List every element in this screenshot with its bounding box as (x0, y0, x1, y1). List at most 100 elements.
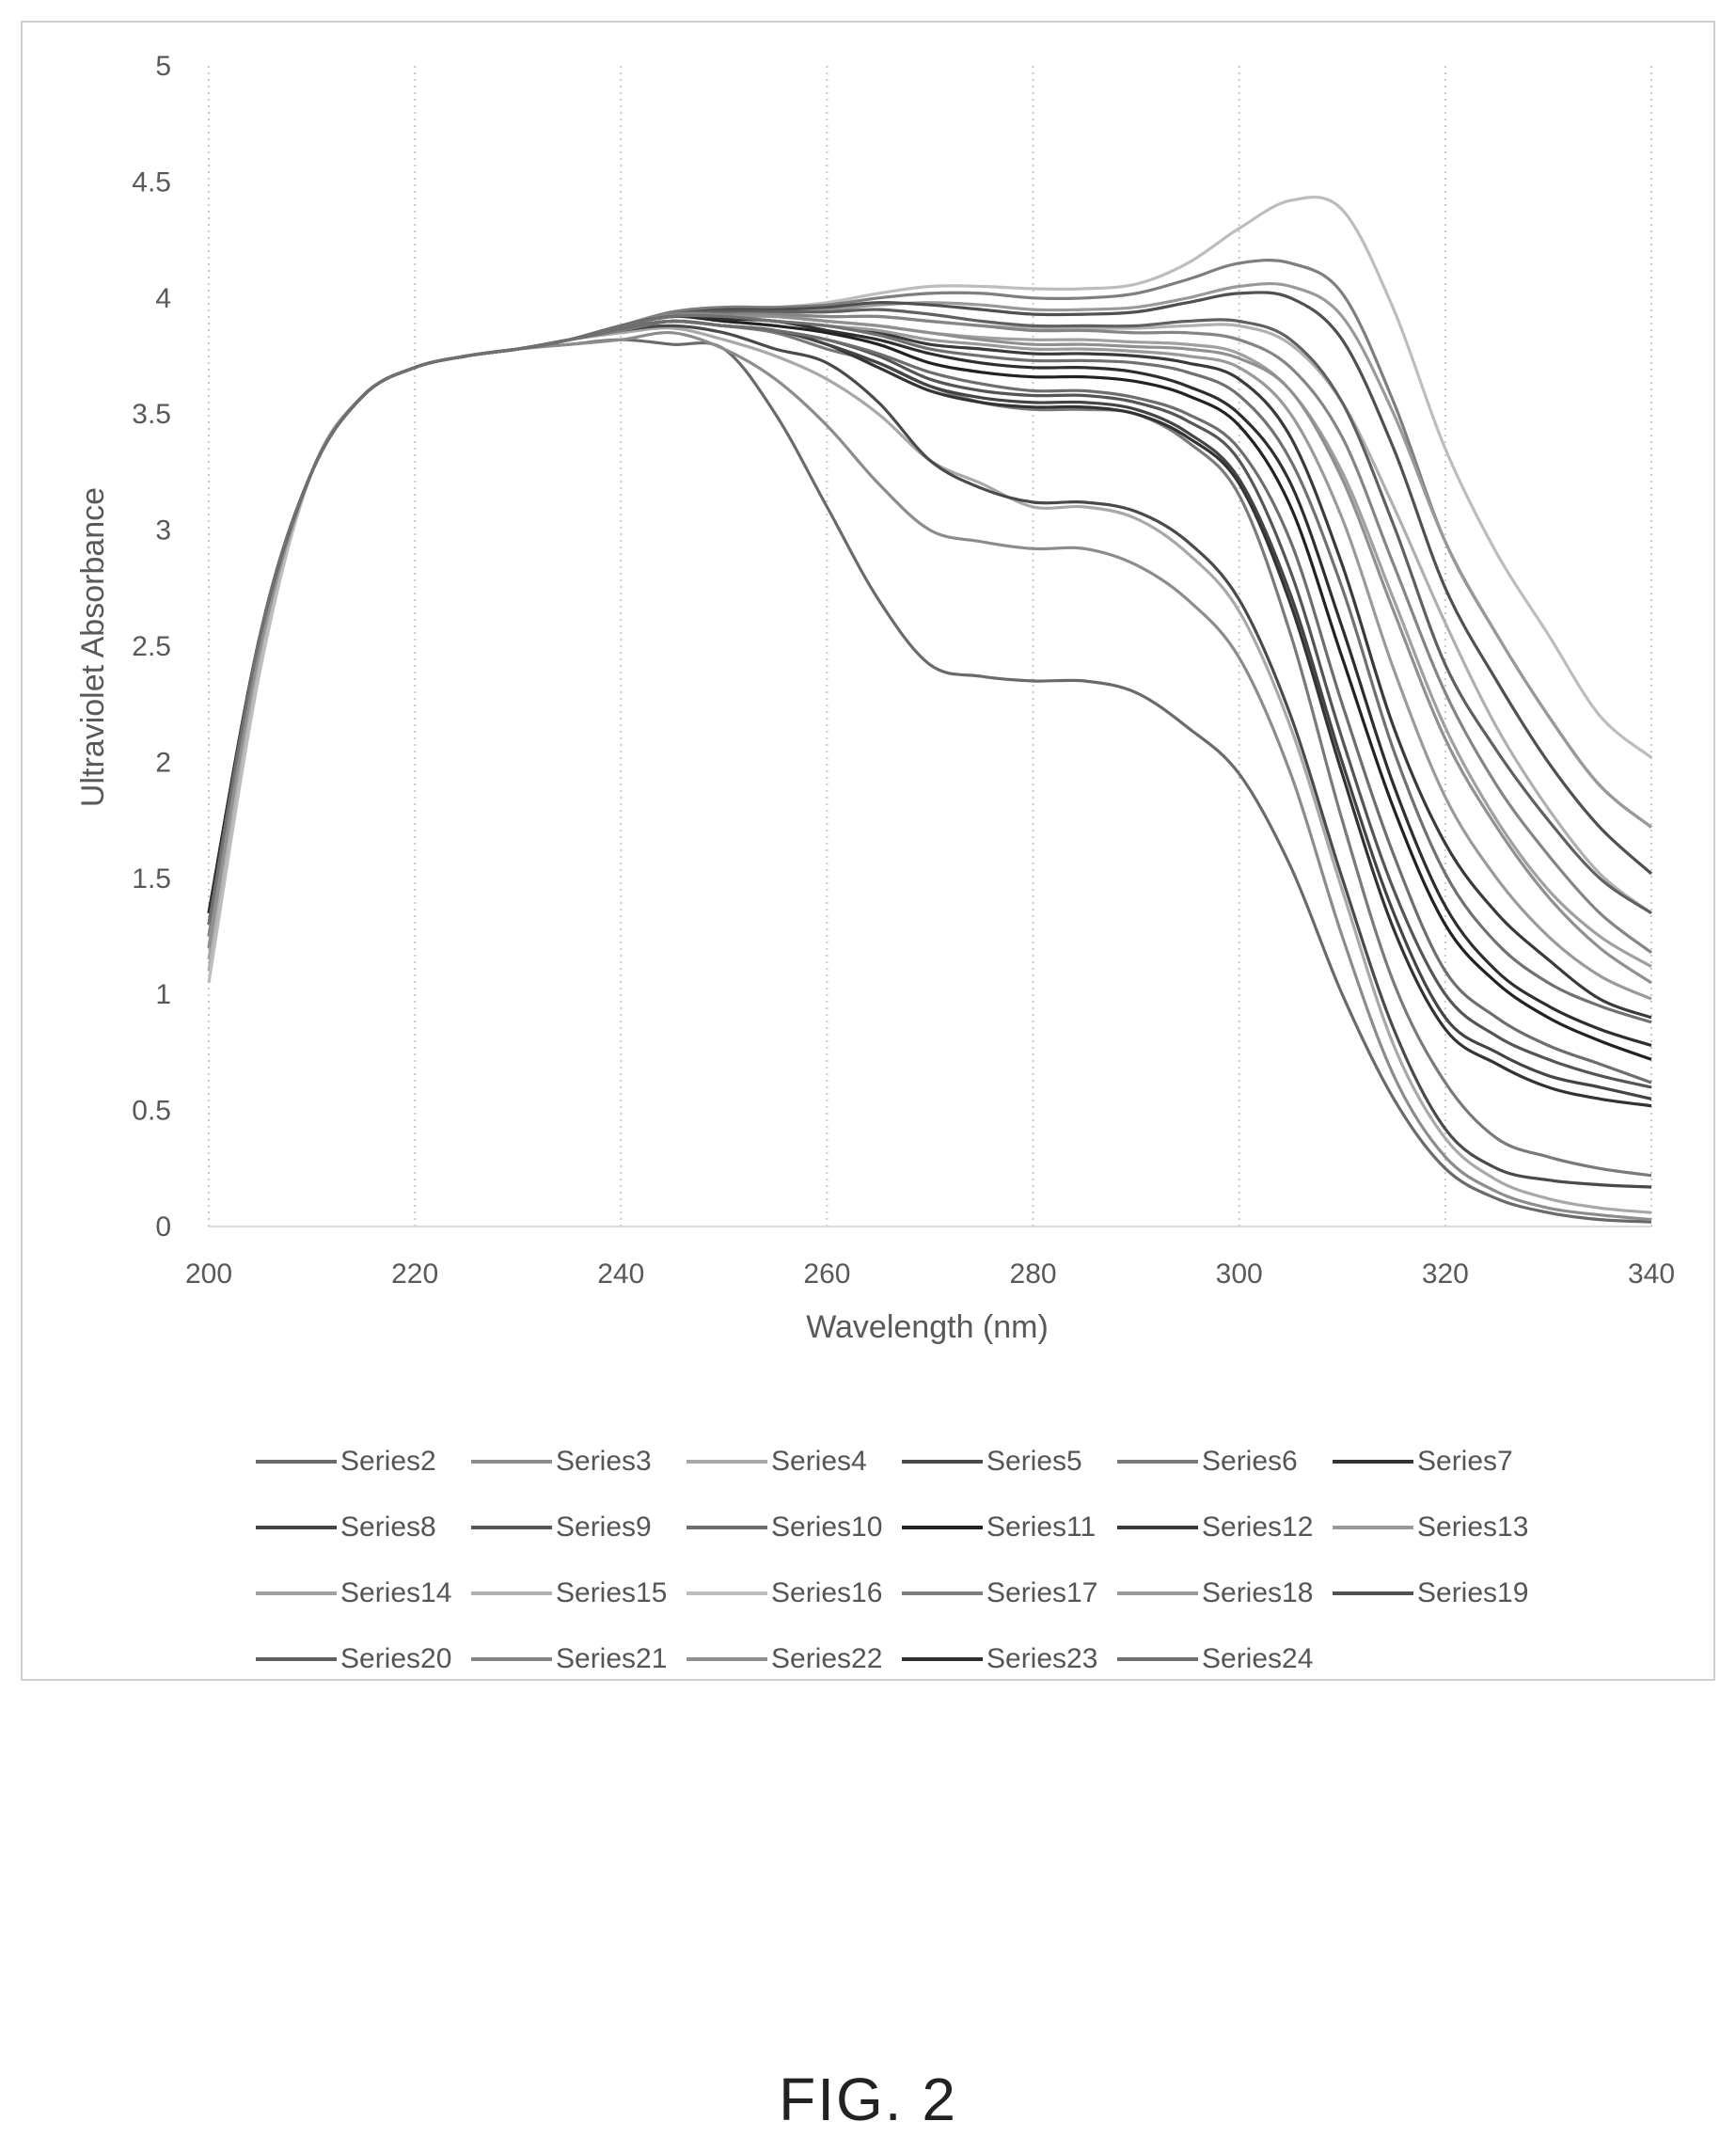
legend-item-series15: Series15 (471, 1577, 687, 1609)
legend-item-series21: Series21 (471, 1643, 687, 1675)
series-line-series8 (207, 319, 1652, 1100)
legend-swatch (1333, 1526, 1413, 1529)
series-line-series20 (207, 308, 1652, 926)
legend-item-series16: Series16 (687, 1577, 902, 1609)
series-line-series24 (207, 313, 1652, 1024)
legend-item-series4: Series4 (687, 1446, 902, 1478)
legend-swatch (471, 1657, 552, 1661)
x-tick-label: 320 (1422, 1259, 1469, 1290)
legend-swatch (256, 1460, 337, 1464)
legend-label: Series4 (771, 1446, 867, 1477)
legend-swatch (687, 1657, 767, 1661)
legend-swatch (471, 1526, 552, 1529)
legend-label: Series3 (556, 1446, 652, 1477)
y-tick-label: 1.5 (132, 863, 171, 894)
y-tick-label: 3.5 (132, 399, 171, 430)
series-line-series21 (207, 311, 1652, 955)
legend-item-series24: Series24 (1117, 1643, 1333, 1675)
legend-item-series7: Series7 (1333, 1446, 1548, 1478)
series-line-series2 (207, 338, 1652, 1224)
y-tick-label: 0 (155, 1211, 171, 1243)
legend-label: Series9 (556, 1512, 652, 1543)
legend-swatch (687, 1526, 767, 1529)
legend-label: Series18 (1202, 1577, 1314, 1608)
legend-item-series9: Series9 (471, 1512, 687, 1544)
series-line-series5 (207, 324, 1652, 1189)
legend-label: Series8 (340, 1512, 436, 1543)
legend-item-series11: Series11 (902, 1512, 1117, 1544)
legend-item-series13: Series13 (1333, 1512, 1548, 1544)
legend-label: Series14 (340, 1577, 452, 1608)
legend-swatch (471, 1591, 552, 1595)
legend-row: Series14 Series15 Series16 Series17 Series18… (256, 1560, 1572, 1626)
legend-item-series19: Series19 (1333, 1577, 1548, 1609)
legend-swatch (902, 1657, 983, 1661)
legend-swatch (471, 1460, 552, 1464)
legend-label: Series13 (1417, 1512, 1529, 1543)
legend-label: Series17 (986, 1577, 1098, 1608)
series-line-series6 (207, 319, 1652, 1178)
x-tick-label: 260 (803, 1259, 850, 1290)
y-tick-label: 4 (155, 283, 171, 314)
legend-item-series20: Series20 (256, 1643, 471, 1675)
legend-label: Series6 (1202, 1446, 1298, 1477)
legend-row: Series8 Series9 Series10 Series11 Series12 Se… (256, 1495, 1572, 1560)
legend-item-series8: Series8 (256, 1512, 471, 1544)
legend-label: Series16 (771, 1577, 883, 1608)
legend-swatch (902, 1591, 983, 1595)
legend-label: Series5 (986, 1446, 1082, 1477)
legend-label: Series10 (771, 1512, 883, 1543)
legend-row: Series2 Series3 Series4 Series5 Series6 Serie… (256, 1429, 1572, 1495)
grid-layer (208, 66, 1652, 1227)
x-axis-title: Wavelength (nm) (806, 1309, 1049, 1345)
legend-swatch (687, 1591, 767, 1595)
legend-swatch (1117, 1526, 1198, 1529)
legend-label: Series12 (1202, 1512, 1314, 1543)
legend-swatch (1333, 1460, 1413, 1464)
y-tick-label: 5 (155, 51, 171, 82)
legend-swatch (687, 1460, 767, 1464)
axis-layer: 200 220 240 260 280 300 320 340 0 0.5 1 1.5 2 2.5 3 3.5… (132, 51, 1675, 1290)
legend-label: Series22 (771, 1643, 883, 1674)
legend-swatch (256, 1526, 337, 1529)
x-tick-label: 220 (391, 1259, 438, 1290)
legend-item-series5: Series5 (902, 1446, 1117, 1478)
line-chart: 200 220 240 260 280 300 320 340 0 0.5 1 1.5 2 2.5 3 3.5… (75, 51, 1675, 1345)
legend-label: Series21 (556, 1643, 668, 1674)
y-tick-label: 2 (155, 747, 171, 778)
y-tick-label: 4.5 (132, 166, 171, 198)
legend-label: Series2 (340, 1446, 436, 1477)
x-tick-label: 280 (1010, 1259, 1057, 1290)
legend-item-series12: Series12 (1117, 1512, 1333, 1544)
legend-item-series18: Series18 (1117, 1577, 1333, 1609)
legend-swatch (1117, 1460, 1198, 1464)
series-line-series11 (207, 314, 1652, 1061)
legend-item-series23: Series23 (902, 1643, 1117, 1675)
legend-label: Series24 (1202, 1643, 1314, 1674)
legend-item-series14: Series14 (256, 1577, 471, 1609)
legend-item-series6: Series6 (1117, 1446, 1333, 1478)
legend-swatch (256, 1591, 337, 1595)
legend-item-series17: Series17 (902, 1577, 1117, 1609)
legend-item-series2: Series2 (256, 1446, 471, 1478)
x-tick-label: 300 (1216, 1259, 1263, 1290)
legend-swatch (1117, 1657, 1198, 1661)
legend-swatch (902, 1526, 983, 1529)
x-tick-label: 240 (597, 1259, 644, 1290)
series-layer (207, 195, 1653, 1224)
legend-row: Series20 Series21 Series22 Series23 Series24 (256, 1626, 1572, 1692)
y-tick-label: 0.5 (132, 1096, 171, 1127)
legend-label: Series19 (1417, 1577, 1529, 1608)
legend-item-series22: Series22 (687, 1643, 902, 1675)
legend-swatch (256, 1657, 337, 1661)
chart-frame: 200 220 240 260 280 300 320 340 0 0.5 1 1.5 2 2.5 3 3.5… (21, 21, 1715, 1681)
legend-label: Series20 (340, 1643, 452, 1674)
legend-label: Series15 (556, 1577, 668, 1608)
legend-label: Series7 (1417, 1446, 1513, 1477)
y-axis-title: Ultraviolet Absorbance (75, 487, 111, 807)
legend-label: Series23 (986, 1643, 1098, 1674)
legend-swatch (1117, 1591, 1198, 1595)
y-tick-label: 1 (155, 979, 171, 1010)
legend-swatch (1333, 1591, 1413, 1595)
figure-label: FIG. 2 (779, 2066, 957, 2133)
